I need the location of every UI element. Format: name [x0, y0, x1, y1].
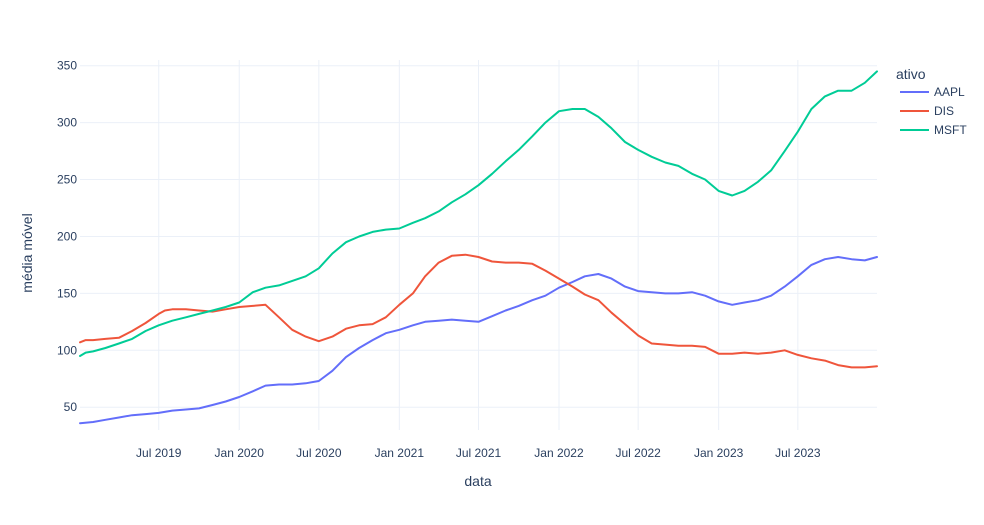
series-line-dis	[79, 253, 878, 369]
legend-title: ativo	[896, 66, 926, 82]
grid	[80, 60, 877, 430]
x-tick-label: Jan 2020	[215, 446, 265, 460]
legend-label: DIS	[934, 104, 954, 118]
x-axis: Jul 2019 Jan 2020 Jul 2020 Jan 2021 Jul 2021…	[136, 446, 821, 460]
x-tick-label: Jul 2021	[456, 446, 502, 460]
legend-label: AAPL	[934, 85, 965, 99]
x-tick-label: Jan 2022	[534, 446, 584, 460]
x-tick-label: Jan 2021	[375, 446, 425, 460]
x-tick-label: Jan 2023	[694, 446, 744, 460]
x-tick-label: Jul 2022	[615, 446, 661, 460]
series-line-msft	[79, 70, 878, 357]
legend-items: AAPL DIS MSFT	[900, 85, 967, 137]
y-tick-label: 300	[57, 116, 77, 130]
legend-label: MSFT	[934, 123, 967, 137]
legend-item-msft[interactable]: MSFT	[900, 123, 967, 137]
y-tick-label: 350	[57, 59, 77, 73]
x-tick-label: Jul 2019	[136, 446, 182, 460]
y-tick-label: 200	[57, 229, 77, 243]
y-axis-title: média móvel	[19, 213, 35, 292]
legend-item-aapl[interactable]: AAPL	[900, 85, 965, 99]
y-tick-label: 150	[57, 286, 77, 300]
y-tick-label: 100	[57, 343, 77, 357]
legend-item-dis[interactable]: DIS	[900, 104, 954, 118]
series-line-aapl	[79, 256, 878, 425]
x-axis-title: data	[464, 473, 491, 489]
x-tick-label: Jul 2023	[775, 446, 821, 460]
x-tick-label: Jul 2020	[296, 446, 342, 460]
plot-area	[79, 70, 878, 425]
legend: ativo AAPL DIS MSFT	[896, 66, 967, 137]
y-tick-label: 250	[57, 173, 77, 187]
y-axis: 50 100 150 200 250 300 350	[57, 59, 77, 415]
y-tick-label: 50	[64, 400, 78, 414]
